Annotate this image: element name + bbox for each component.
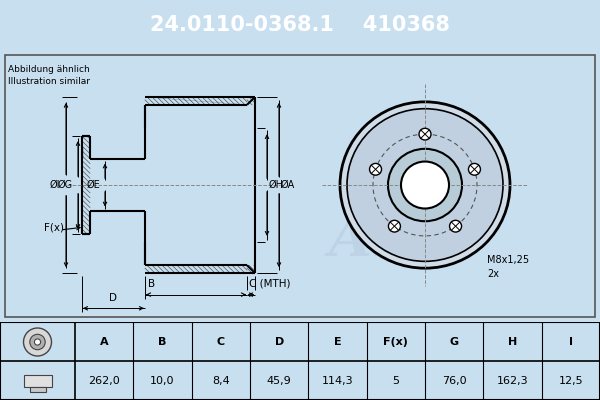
Text: I: I xyxy=(569,337,573,347)
Text: C: C xyxy=(217,337,225,347)
Circle shape xyxy=(34,339,41,345)
Text: 8,4: 8,4 xyxy=(212,376,230,386)
Text: D: D xyxy=(110,294,118,304)
Circle shape xyxy=(30,334,45,350)
Text: B: B xyxy=(158,337,167,347)
Text: M8x1,25
2x: M8x1,25 2x xyxy=(487,256,529,279)
Text: 45,9: 45,9 xyxy=(267,376,292,386)
Text: 76,0: 76,0 xyxy=(442,376,466,386)
Circle shape xyxy=(23,328,52,356)
Text: ATE: ATE xyxy=(328,213,452,268)
Text: Abbildung ähnlich
Illustration similar: Abbildung ähnlich Illustration similar xyxy=(8,65,90,86)
Text: 10,0: 10,0 xyxy=(150,376,175,386)
Bar xyxy=(23,375,52,387)
Text: F(x): F(x) xyxy=(383,337,408,347)
Text: B: B xyxy=(148,279,155,289)
Circle shape xyxy=(388,149,462,221)
Text: H: H xyxy=(508,337,517,347)
Text: 162,3: 162,3 xyxy=(497,376,529,386)
Circle shape xyxy=(340,102,510,268)
Bar xyxy=(29,387,46,392)
Circle shape xyxy=(469,164,481,175)
Text: E: E xyxy=(334,337,341,347)
Text: ØA: ØA xyxy=(281,180,295,190)
Text: ØI: ØI xyxy=(49,180,60,190)
Circle shape xyxy=(419,128,431,140)
Text: G: G xyxy=(449,337,459,347)
Text: ØG: ØG xyxy=(58,180,73,190)
Text: 24.0110-0368.1    410368: 24.0110-0368.1 410368 xyxy=(150,15,450,35)
Circle shape xyxy=(401,162,449,208)
Circle shape xyxy=(370,164,382,175)
Text: 12,5: 12,5 xyxy=(559,376,583,386)
Text: ØE: ØE xyxy=(86,180,100,190)
Text: A: A xyxy=(100,337,109,347)
Text: 5: 5 xyxy=(392,376,400,386)
Circle shape xyxy=(388,220,400,232)
Circle shape xyxy=(347,109,503,261)
Circle shape xyxy=(449,220,461,232)
Text: 114,3: 114,3 xyxy=(322,376,353,386)
Text: C (MTH): C (MTH) xyxy=(249,279,290,289)
Text: F(x): F(x) xyxy=(44,222,64,232)
Text: ØH: ØH xyxy=(269,180,284,190)
Text: D: D xyxy=(275,337,284,347)
Text: 262,0: 262,0 xyxy=(88,376,120,386)
